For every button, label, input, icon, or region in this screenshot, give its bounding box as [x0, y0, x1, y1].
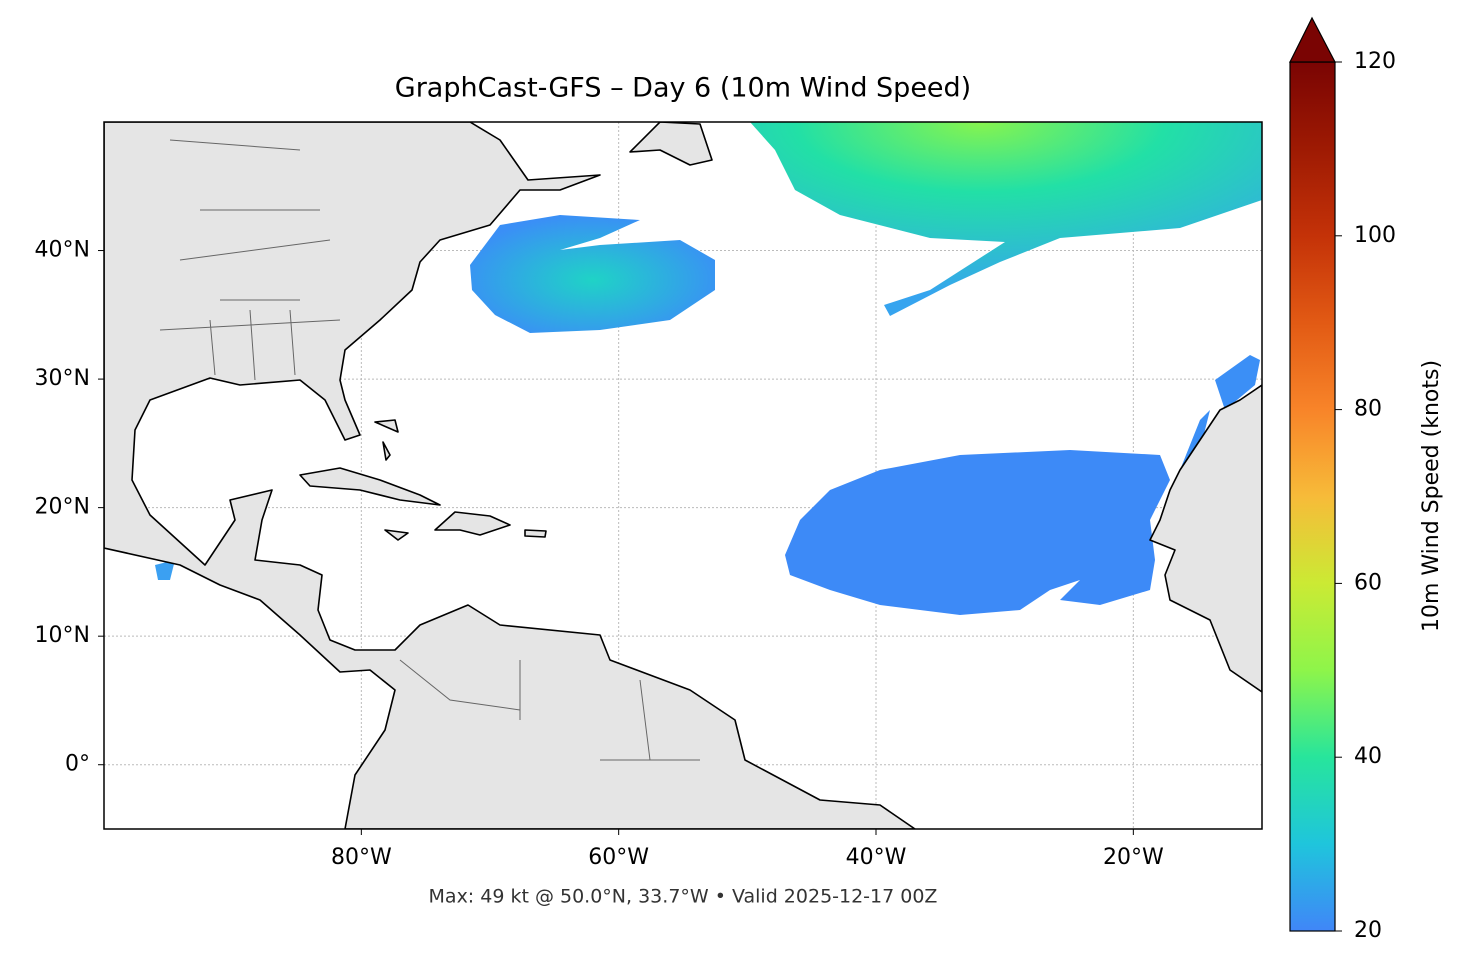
land: [1149, 384, 1262, 693]
map-title: GraphCast-GFS – Day 6 (10m Wind Speed): [395, 73, 971, 104]
colorbar-tick-label: 100: [1354, 223, 1396, 248]
y-tick-label: 20°N: [35, 495, 90, 520]
land: [374, 419, 547, 541]
colorbar-tick-label: 40: [1354, 744, 1382, 769]
wind-area: [1180, 410, 1210, 470]
colorbar-tick-label: 60: [1354, 570, 1382, 595]
colorbar-tick-label: 80: [1354, 397, 1382, 422]
y-tick-label: 40°N: [35, 238, 90, 263]
footer-note: Max: 49 kt @ 50.0°N, 33.7°W • Valid 2025…: [429, 886, 938, 908]
colorbar-tick-label: 120: [1354, 49, 1396, 74]
border: [159, 139, 700, 761]
colorbar: [1289, 61, 1336, 932]
land: [434, 511, 511, 536]
x-tick-label: 60°W: [588, 845, 649, 870]
x-tick-label: 40°W: [846, 845, 907, 870]
land: [629, 122, 713, 166]
colorbar-label: 10m Wind Speed (knots): [1419, 360, 1444, 632]
x-tick-label: 80°W: [331, 845, 392, 870]
land: [104, 122, 916, 829]
colorbar-extend: [1289, 16, 1336, 63]
land: [299, 467, 441, 506]
y-tick-label: 30°N: [35, 366, 90, 391]
x-tick-label: 20°W: [1103, 845, 1164, 870]
map-area: [104, 122, 1262, 829]
y-tick-label: 10°N: [35, 623, 90, 648]
map-frame: [103, 121, 1263, 830]
wind-area: [785, 450, 1170, 615]
wind-area: [750, 122, 1262, 316]
colorbar-tick-label: 20: [1354, 918, 1382, 943]
wind-area: [470, 215, 715, 333]
wind-area: [1215, 355, 1260, 410]
y-tick-label: 0°: [65, 752, 90, 777]
